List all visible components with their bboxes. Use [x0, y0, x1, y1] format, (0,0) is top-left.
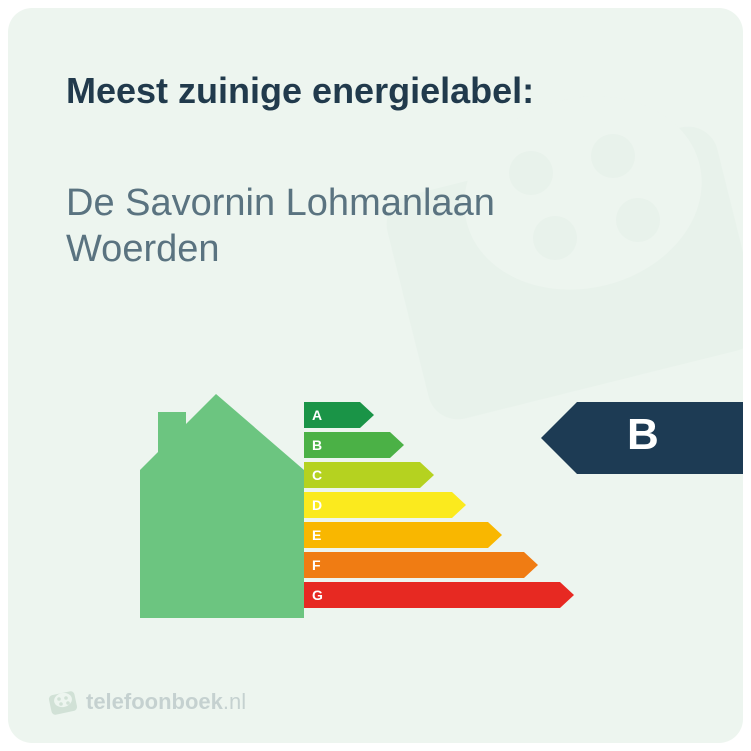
bar-label: B: [310, 432, 326, 458]
card: Meest zuinige energielabel: De Savornin …: [8, 8, 743, 743]
badge-letter: B: [627, 410, 659, 460]
result-badge: B: [541, 402, 743, 479]
bar-f: [304, 552, 538, 578]
location: De Savornin Lohmanlaan Woerden: [66, 180, 495, 273]
bar-shape: [304, 492, 466, 518]
footer-logo-icon: [48, 687, 78, 717]
bar-shape: [304, 582, 574, 608]
bar-d: [304, 492, 466, 518]
bar-label: G: [310, 582, 326, 608]
bar-label: C: [310, 462, 326, 488]
bar-shape: [304, 552, 538, 578]
heading-text: Meest zuinige energielabel:: [66, 70, 534, 111]
house-chimney: [158, 412, 186, 460]
footer: telefoonboek.nl: [48, 687, 246, 717]
footer-brand: telefoonboek.nl: [86, 689, 246, 715]
location-line1: De Savornin Lohmanlaan: [66, 182, 495, 224]
bar-g: [304, 582, 574, 608]
footer-brand-bold: telefoonboek: [86, 689, 223, 714]
location-line2: Woerden: [66, 228, 220, 270]
bar-label: F: [310, 552, 326, 578]
bar-label: A: [310, 402, 326, 428]
house-icon: [128, 394, 304, 618]
bar-label: D: [310, 492, 326, 518]
bar-shape: [304, 522, 502, 548]
heading: Meest zuinige energielabel:: [66, 70, 534, 112]
footer-brand-tld: .nl: [223, 689, 246, 714]
bar-label: E: [310, 522, 326, 548]
bar-e: [304, 522, 502, 548]
